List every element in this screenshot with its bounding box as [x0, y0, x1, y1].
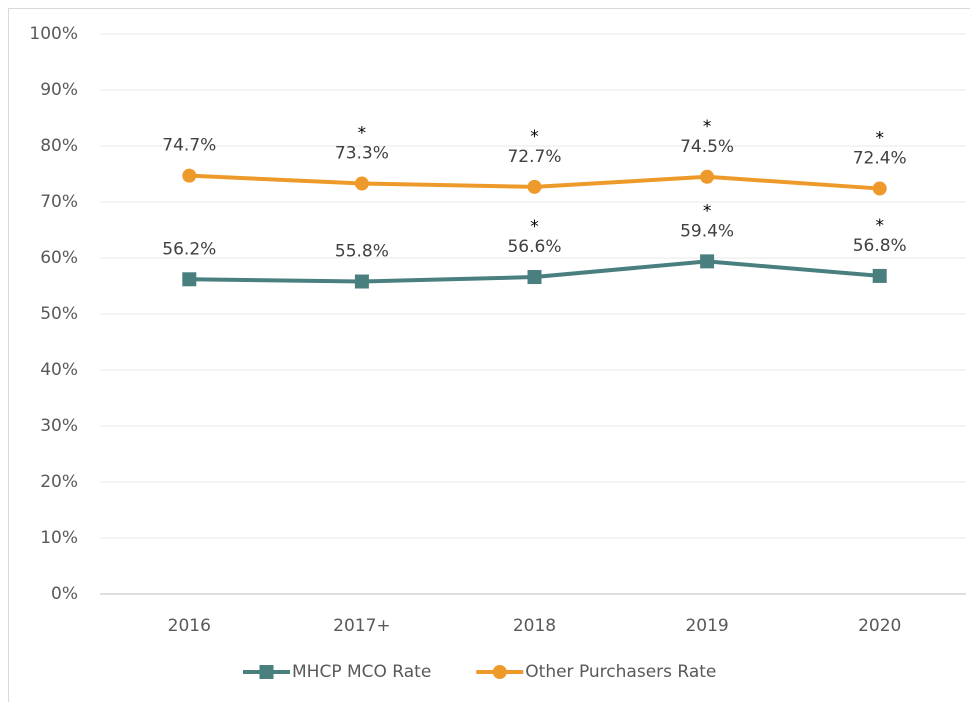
y-tick-label: 40%: [40, 360, 78, 380]
legend-marker: [259, 665, 274, 679]
data-note: *: [530, 217, 539, 237]
marker: [182, 168, 197, 183]
chart-border: [8, 8, 970, 702]
data-label: 59.4%: [680, 221, 734, 241]
marker: [527, 270, 542, 285]
data-note: *: [530, 127, 539, 147]
data-label: 72.7%: [507, 147, 561, 167]
data-note: *: [875, 129, 884, 149]
x-tick-label: 2017+: [333, 616, 391, 636]
legend-marker: [492, 665, 507, 679]
data-label: 74.7%: [162, 136, 216, 156]
data-note: *: [358, 124, 367, 144]
data-label: 73.3%: [335, 144, 389, 164]
y-tick-label: 100%: [29, 24, 78, 44]
y-tick-label: 60%: [40, 248, 78, 268]
y-tick-label: 10%: [40, 528, 78, 548]
marker: [354, 274, 369, 289]
y-tick-label: 50%: [40, 304, 78, 324]
y-tick-label: 30%: [40, 416, 78, 436]
data-label: 56.6%: [507, 237, 561, 257]
marker: [354, 176, 369, 191]
data-label: 72.4%: [853, 149, 907, 169]
marker: [182, 272, 197, 287]
data-note: *: [875, 216, 884, 236]
data-label: 56.8%: [853, 236, 907, 256]
x-tick-label: 2019: [685, 616, 728, 636]
y-tick-label: 80%: [40, 136, 78, 156]
x-tick-label: 2020: [858, 616, 901, 636]
y-tick-label: 90%: [40, 80, 78, 100]
y-tick-label: 0%: [51, 584, 78, 604]
y-tick-label: 20%: [40, 472, 78, 492]
data-note: *: [703, 201, 712, 221]
marker: [527, 179, 542, 194]
legend-label: Other Purchasers Rate: [525, 662, 716, 682]
marker: [700, 169, 715, 184]
marker: [700, 254, 715, 269]
data-label: 55.8%: [335, 242, 389, 262]
marker: [872, 181, 887, 196]
x-tick-label: 2018: [513, 616, 556, 636]
legend-label: MHCP MCO Rate: [292, 662, 431, 682]
marker: [872, 268, 887, 283]
data-note: *: [703, 117, 712, 137]
x-tick-label: 2016: [168, 616, 211, 636]
data-label: 74.5%: [680, 137, 734, 157]
data-label: 56.2%: [162, 239, 216, 259]
y-tick-label: 70%: [40, 192, 78, 212]
